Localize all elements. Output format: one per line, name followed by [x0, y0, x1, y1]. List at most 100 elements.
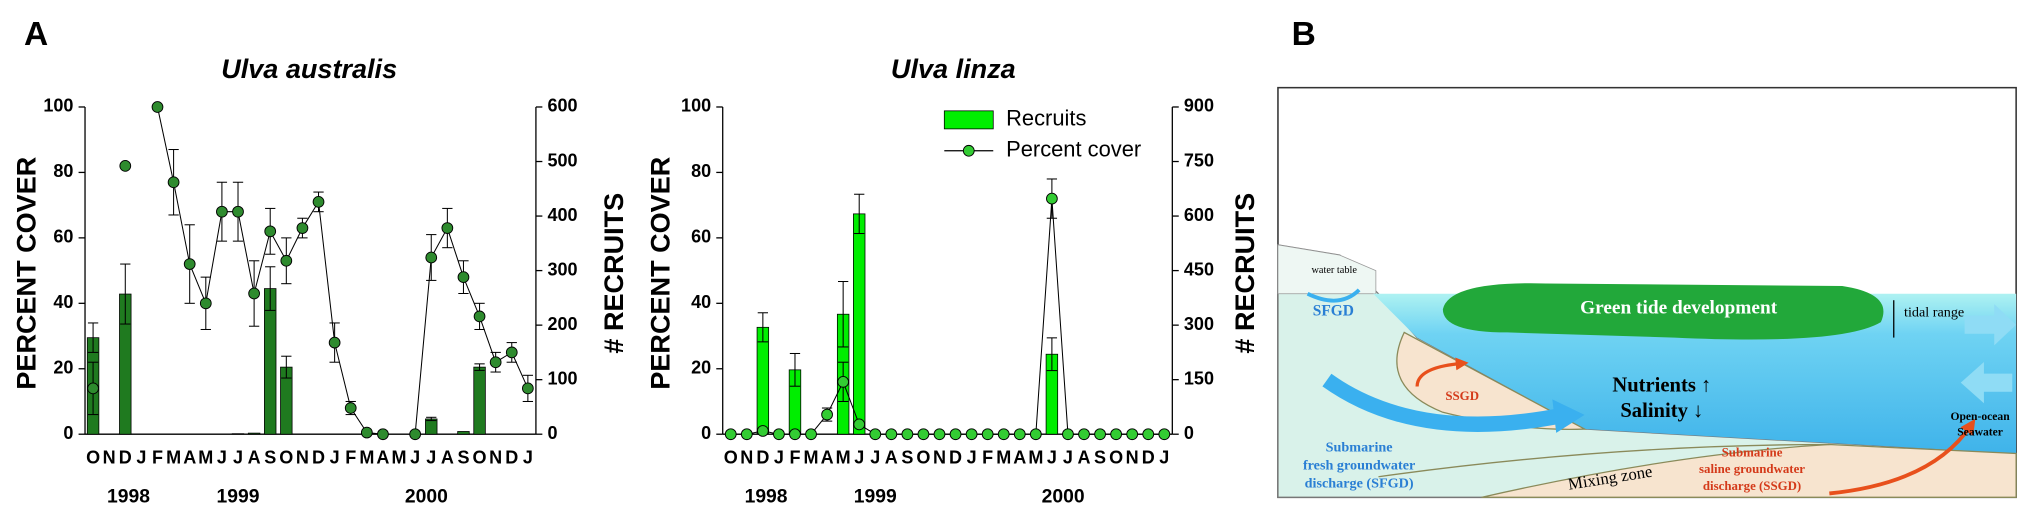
x-tick-label: M: [198, 447, 213, 467]
y2-tick-label: 450: [1184, 259, 1214, 279]
x-tick-label: D: [949, 447, 962, 467]
year-label: 2000: [1042, 486, 1085, 507]
x-tick-label: M: [836, 447, 851, 467]
y-tick-label: 60: [691, 227, 711, 247]
y2-tick-label: 300: [1184, 314, 1214, 334]
diagram-label: SSGD: [1445, 389, 1479, 403]
cover-marker: [522, 382, 534, 395]
cover-marker: [933, 428, 946, 441]
y2-tick-label: 750: [1184, 150, 1214, 170]
diagram-label: saline groundwater: [1699, 462, 1805, 476]
cover-marker: [1062, 428, 1074, 441]
cover-marker: [232, 205, 244, 218]
cover-marker: [724, 428, 737, 441]
y-tick-label: 100: [43, 96, 73, 116]
cover-marker: [377, 428, 389, 441]
y-axis-label: PERCENT COVER: [11, 157, 41, 390]
cover-marker: [901, 428, 914, 441]
cover-marker: [981, 428, 994, 441]
chart-title: Ulva linza: [891, 54, 1016, 84]
cover-marker: [409, 428, 422, 441]
y2-tick-label: 150: [1184, 368, 1214, 388]
legend-label: Percent cover: [1006, 137, 1141, 162]
x-tick-label: J: [410, 447, 420, 467]
cover-marker: [1013, 428, 1026, 441]
bar: [756, 326, 770, 435]
bar: [473, 366, 486, 435]
chart-title: Ulva australis: [221, 54, 397, 84]
bar: [425, 418, 438, 435]
x-tick-label: D: [505, 447, 518, 467]
x-tick-label: O: [916, 447, 930, 467]
diagram-label: Salinity ↓: [1620, 400, 1703, 422]
y2-tick-label: 300: [548, 259, 578, 279]
x-tick-label: M: [392, 447, 407, 467]
x-tick-label: N: [489, 447, 502, 467]
cover-line: [730, 198, 1165, 435]
y2-tick-label: 0: [548, 423, 558, 443]
x-tick-label: M: [1028, 447, 1043, 467]
y-tick-label: 60: [53, 227, 73, 247]
cover-marker: [264, 225, 277, 238]
x-tick-label: J: [233, 447, 243, 467]
cover-marker: [312, 196, 325, 208]
cover-marker: [1094, 428, 1106, 441]
y2-tick-label: 900: [1184, 96, 1214, 116]
x-tick-label: F: [152, 447, 163, 467]
x-tick-label: A: [376, 447, 389, 467]
diagram-label: Seawater: [1957, 426, 2003, 439]
y2-axis-label: # RECRUITS: [599, 193, 629, 354]
x-tick-label: D: [119, 447, 132, 467]
x-tick-label: M: [359, 447, 374, 467]
x-tick-label: S: [457, 447, 469, 467]
cover-marker: [1046, 192, 1058, 205]
cover-marker: [199, 297, 212, 310]
cover-marker: [1126, 428, 1139, 441]
cover-marker: [1142, 428, 1155, 441]
diagram-label: Open-ocean: [1950, 410, 2010, 423]
x-tick-label: A: [1013, 447, 1026, 467]
cover-marker: [773, 428, 785, 441]
cover-marker: [1110, 428, 1122, 441]
diagram-label: tidal range: [1904, 304, 1964, 320]
x-tick-label: N: [740, 447, 753, 467]
x-tick-label: O: [724, 447, 738, 467]
x-tick-label: A: [441, 447, 454, 467]
diagram-label: water table: [1311, 265, 1357, 276]
x-tick-label: N: [933, 447, 946, 467]
cover-marker: [869, 428, 882, 441]
cover-marker: [87, 382, 99, 395]
y-axis-label: PERCENT COVER: [645, 157, 675, 390]
x-tick-label: O: [86, 447, 100, 467]
year-label: 2000: [405, 486, 448, 507]
cover-marker: [917, 428, 930, 441]
cover-marker: [1078, 428, 1090, 441]
diagram-label: fresh groundwater: [1303, 458, 1415, 474]
x-tick-label: M: [804, 447, 819, 467]
cover-marker: [1158, 428, 1171, 441]
y2-tick-label: 400: [548, 205, 578, 225]
cover-marker: [885, 428, 898, 441]
x-tick-label: A: [183, 447, 196, 467]
x-tick-label: N: [103, 447, 116, 467]
cover-marker: [360, 426, 373, 439]
y-tick-label: 20: [691, 358, 711, 378]
cover-marker: [457, 271, 470, 284]
y2-tick-label: 100: [548, 368, 578, 388]
cover-marker: [473, 310, 486, 323]
bar: [457, 431, 470, 435]
x-tick-label: O: [279, 447, 293, 467]
cover-marker: [344, 402, 357, 414]
bar: [247, 432, 261, 435]
cover-marker: [837, 375, 850, 388]
cover-marker: [280, 254, 293, 267]
y-tick-label: 40: [691, 292, 711, 312]
diagram-label: Submarine: [1326, 440, 1393, 456]
diagram: water table SFGD Green tide development …: [1277, 86, 2017, 499]
x-tick-label: N: [1126, 447, 1139, 467]
ocean-arrow: [1960, 362, 2013, 404]
x-tick-label: S: [264, 447, 276, 467]
x-tick-label: J: [217, 447, 227, 467]
sfgd-arrow: [1322, 373, 1567, 432]
